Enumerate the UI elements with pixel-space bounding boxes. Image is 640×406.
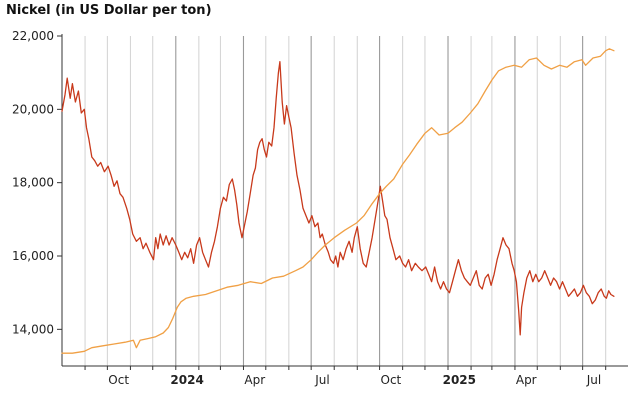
- x-tick-label: Oct: [381, 373, 402, 387]
- series-line-2: [61, 48, 615, 354]
- y-tick-label: 22,000: [12, 29, 54, 43]
- x-tick-label: Jul: [314, 373, 329, 387]
- y-tick-label: 16,000: [12, 249, 54, 263]
- x-tick-label: Oct: [108, 373, 129, 387]
- x-tick-label: Jul: [586, 373, 601, 387]
- series-line-1: [61, 61, 615, 336]
- y-tick-label: 18,000: [12, 176, 54, 190]
- chart-title: Nickel (in US Dollar per ton): [6, 3, 212, 18]
- x-tick-label: Apr: [244, 373, 265, 387]
- x-tick-label: 2025: [443, 373, 476, 387]
- y-tick-label: 20,000: [12, 102, 54, 116]
- x-tick-label: 2024: [170, 373, 203, 387]
- x-tick-label: Apr: [516, 373, 537, 387]
- y-tick-label: 14,000: [12, 322, 54, 336]
